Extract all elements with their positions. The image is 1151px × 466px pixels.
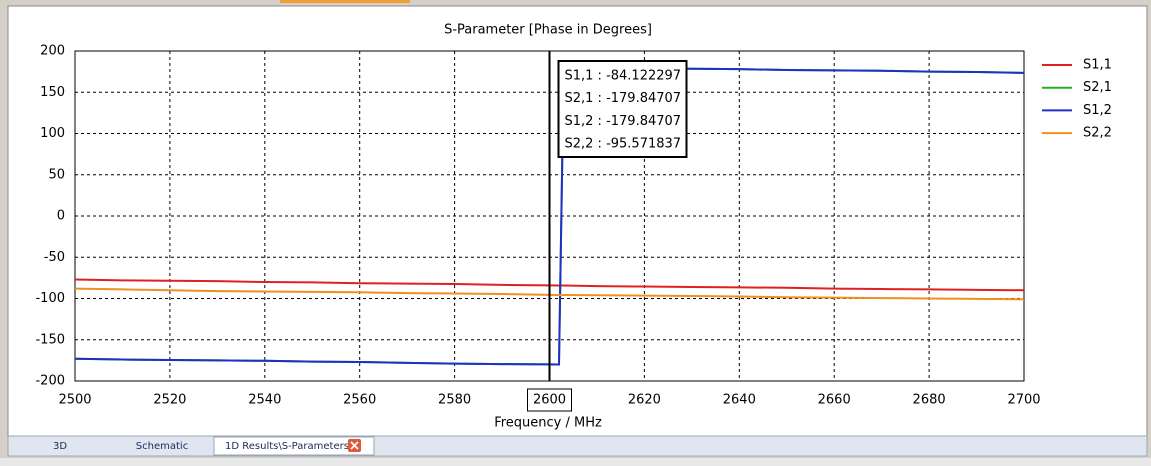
marker-readout: S2,2 : -95.571837 — [565, 137, 682, 152]
x-tick-label: 2580 — [438, 393, 471, 408]
x-tick-label: 2500 — [58, 393, 91, 408]
y-tick-label: 50 — [48, 167, 65, 182]
active-tab[interactable] — [213, 436, 375, 456]
plot: -200 -150 -100 -50 0 50 100 150 200 2500 2520 2540 2… — [35, 44, 1112, 412]
x-axis-label: Frequency / MHz — [494, 416, 602, 431]
series-line — [74, 287, 1025, 301]
marker-label-box — [527, 388, 572, 412]
tab[interactable]: Schematic — [136, 441, 188, 452]
y-tick-label: -100 — [35, 291, 65, 306]
marker-readout: S1,1 : -84.122297 — [565, 69, 682, 84]
marker-readout: S1,2 : -179.84707 — [565, 114, 682, 129]
marker-label: 2600 — [533, 393, 566, 408]
x-tick-label: 2640 — [723, 393, 756, 408]
legend-label: S2,2 — [1083, 126, 1112, 141]
active-strip — [280, 0, 410, 3]
tab[interactable]: 3D — [53, 441, 67, 452]
x-tick-label: 2620 — [628, 393, 661, 408]
x-tick-label: 2520 — [153, 393, 186, 408]
y-tick-label: -150 — [35, 332, 65, 347]
x-tick-label: 2680 — [913, 393, 946, 408]
legend-label: S2,1 — [1083, 80, 1112, 95]
y-tick-label: 150 — [40, 85, 65, 100]
y-tick-label: 0 — [57, 209, 65, 224]
legend-label: S1,2 — [1083, 103, 1112, 118]
close-icon — [350, 441, 359, 450]
status-strip — [0, 458, 1151, 466]
marker-readout-box — [557, 60, 688, 158]
x-tick-label: 2540 — [248, 393, 281, 408]
legend-label: S1,1 — [1083, 58, 1112, 73]
tab[interactable]: 1D Results\S-Parameters — [225, 441, 349, 452]
y-tick-label: -200 — [35, 374, 65, 389]
y-tick-label: 200 — [40, 44, 65, 59]
x-tick-label: 2700 — [1007, 393, 1040, 408]
chart-title: S-Parameter [Phase in Degrees] — [444, 23, 652, 38]
y-tick-label: -50 — [44, 250, 65, 265]
series-line — [74, 278, 1025, 292]
x-tick-label: 2660 — [818, 393, 851, 408]
y-tick-label: 100 — [40, 126, 65, 141]
marker-readout: S2,1 : -179.84707 — [565, 91, 682, 106]
x-tick-label: 2560 — [343, 393, 376, 408]
series-line — [74, 66, 1025, 366]
